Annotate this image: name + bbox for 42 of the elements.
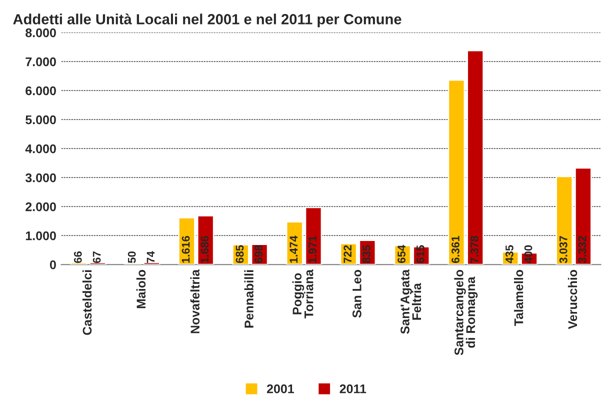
y-tick-label: 6.000 <box>26 86 56 96</box>
x-tick-label: Casteldelci <box>82 270 92 335</box>
y-tick-label: 5.000 <box>26 115 56 124</box>
data-label: 400 <box>524 245 532 264</box>
x-tick-label: Maiolo <box>136 270 146 308</box>
data-label: 435 <box>506 245 514 264</box>
data-label: 1.971 <box>308 236 316 263</box>
x-tick-label: Santarcangelo di Romagna <box>454 270 478 356</box>
x-tick-label: San Leo <box>352 270 362 318</box>
x-tick-label: Verucchio <box>568 270 578 330</box>
data-label: 1.616 <box>182 236 190 263</box>
data-label: 50 <box>128 251 136 264</box>
x-tick-label: Pennabilli <box>244 270 254 328</box>
y-tick-label: 1.000 <box>26 231 56 240</box>
data-label: 3.332 <box>578 236 586 264</box>
y-tick-label: 8.000 <box>26 28 56 38</box>
data-label: 6.361 <box>452 236 460 263</box>
y-tick-label: 7.000 <box>26 57 56 66</box>
data-label: 3.037 <box>559 236 568 264</box>
y-tick-label: 0 <box>50 260 56 270</box>
data-label: 722 <box>344 245 352 263</box>
x-tick-label: Novafeltria <box>190 269 200 334</box>
data-label: 615 <box>416 245 424 263</box>
x-tick-label: Poggio Torriana <box>292 269 314 318</box>
x-tick-label: Sant'Agata Feltria <box>400 269 422 334</box>
chart-title: Addetti alle Unità Locali nel 2001 e nel 2011 per Comune <box>13 14 402 28</box>
legend-label: 2001 <box>266 384 294 394</box>
y-tick-label: 4.000 <box>25 144 56 154</box>
data-label: 685 <box>236 245 244 263</box>
data-label: 1.686 <box>200 236 209 263</box>
x-tick-label: Talamello <box>514 270 524 326</box>
data-label: 698 <box>254 245 263 263</box>
data-label: 67 <box>92 252 101 263</box>
legend-label: 2011 <box>340 384 366 394</box>
data-label: 7.378 <box>470 236 478 263</box>
data-label: 654 <box>398 244 406 263</box>
y-tick-label: 3.000 <box>25 173 56 182</box>
y-tick-label: 2.000 <box>26 202 56 212</box>
data-label: 1.474 <box>290 236 298 263</box>
data-label: 66 <box>74 251 82 263</box>
data-label: 835 <box>362 245 370 264</box>
data-label: 74 <box>146 251 155 263</box>
